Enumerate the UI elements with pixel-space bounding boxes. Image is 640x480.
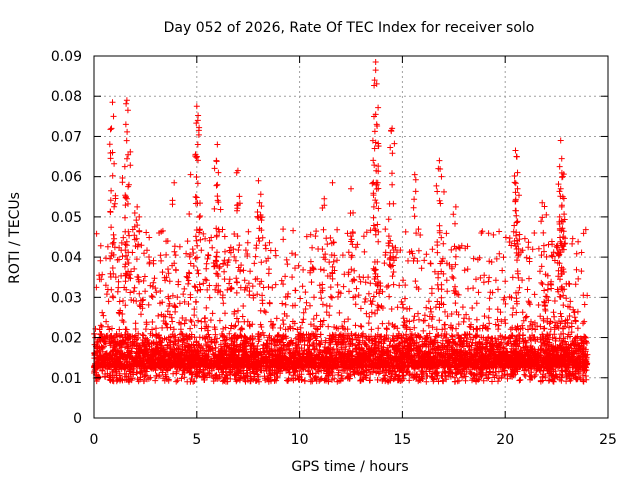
- x-tick-label: 5: [192, 432, 201, 448]
- roti-spike-point: [512, 147, 519, 154]
- roti-spike-point: [257, 213, 264, 220]
- roti-spike-point: [374, 179, 381, 186]
- roti-spike-point: [388, 127, 395, 134]
- roti-spike-point: [214, 141, 221, 148]
- roti-spike-point: [214, 181, 221, 188]
- roti-spike-point: [514, 169, 521, 176]
- roti-spike-point: [411, 171, 418, 178]
- roti-spike-point: [372, 67, 379, 74]
- axis-ticks: [93, 55, 609, 419]
- roti-spike-point: [122, 121, 129, 128]
- roti-spike-point: [558, 203, 565, 210]
- roti-spike-point: [109, 99, 116, 106]
- roti-spike-point: [556, 213, 563, 220]
- roti-spike-point: [559, 173, 566, 180]
- x-tick-label: 10: [291, 432, 309, 448]
- roti-spike-point: [557, 137, 564, 144]
- x-tick-label: 15: [393, 432, 411, 448]
- roti-spike-point: [213, 157, 220, 164]
- roti-spike-point: [109, 149, 116, 156]
- roti-spike-point: [215, 169, 222, 176]
- roti-spike-point: [512, 197, 519, 204]
- roti-spike-point: [136, 213, 143, 220]
- x-tick-label: 0: [90, 432, 99, 448]
- roti-spike-point: [543, 211, 550, 218]
- roti-spike-point: [436, 157, 443, 164]
- roti-spike-point: [513, 153, 520, 160]
- roti-spike-point: [514, 185, 521, 192]
- y-tick-label: 0.05: [51, 210, 82, 226]
- y-tick-label: 0: [73, 411, 82, 427]
- x-tick-label: 25: [599, 432, 617, 448]
- y-tick-label: 0.07: [51, 129, 82, 145]
- roti-spike-point: [559, 193, 566, 200]
- roti-spike-point: [123, 97, 130, 104]
- roti-spike-point: [372, 59, 379, 66]
- roti-spike-point: [348, 185, 354, 192]
- roti-spike-point: [435, 165, 442, 172]
- roti-spike-point: [194, 117, 201, 124]
- roti-spike-point: [556, 163, 563, 170]
- y-tick-label: 0.04: [51, 250, 82, 266]
- roti-spike-point: [193, 153, 200, 160]
- data-points: [91, 59, 591, 385]
- roti-spike-point: [256, 199, 263, 206]
- roti-spike-point: [121, 163, 128, 170]
- roti-spike-point: [195, 127, 202, 134]
- roti-spike-point: [389, 181, 396, 188]
- roti-spike-point: [452, 203, 459, 210]
- roti-spike-point: [193, 103, 200, 110]
- roti-spike-point: [321, 195, 328, 202]
- roti-spike-point: [373, 121, 380, 128]
- roti-spike-point: [124, 107, 131, 114]
- roti-spike-point: [329, 179, 336, 186]
- roti-spike-point: [539, 199, 546, 206]
- roti-spike-point: [255, 177, 262, 184]
- roti-spike-point: [234, 201, 241, 208]
- x-tick-label: 20: [496, 432, 514, 448]
- y-tick-label: 0.01: [51, 371, 82, 387]
- roti-spike-point: [134, 203, 141, 210]
- roti-spike-point: [372, 139, 379, 146]
- roti-spike-point: [108, 125, 115, 132]
- roti-spike-point: [371, 145, 378, 152]
- y-tick-label: 0.09: [51, 49, 82, 65]
- y-tick-label: 0.02: [51, 331, 82, 347]
- x-tick-labels: 0 5 10 15 20 25: [90, 432, 617, 448]
- y-tick-label: 0.08: [51, 89, 82, 105]
- roti-spike-point: [558, 155, 565, 162]
- x-axis-label: GPS time / hours: [291, 459, 408, 475]
- roti-spike-point: [350, 209, 357, 216]
- roti-spike-point: [171, 179, 178, 186]
- roti-spike-point: [371, 77, 378, 84]
- roti-spike-point: [194, 141, 201, 148]
- roti-spike-point: [110, 113, 117, 120]
- roti-spike-point: [234, 167, 241, 174]
- y-axis-label: ROTI / TECUs: [7, 192, 23, 284]
- roti-noise-cloud: [91, 80, 591, 385]
- roti-spike-point: [125, 181, 132, 188]
- y-tick-labels: 0 0.01 0.02 0.03 0.04 0.05 0.06 0.07 0.08 0.09: [51, 49, 82, 427]
- chart-title: Day 052 of 2026, Rate Of TEC Index for r…: [164, 20, 535, 36]
- roti-spike-point: [438, 173, 445, 180]
- y-tick-label: 0.06: [51, 170, 82, 186]
- plot-frame: [93, 55, 609, 419]
- roti-spike-point: [557, 185, 564, 192]
- roti-spike-point: [372, 111, 379, 118]
- roti-spike-point: [187, 171, 194, 178]
- y-tick-label: 0.03: [51, 290, 82, 306]
- roti-spike-point: [123, 195, 130, 202]
